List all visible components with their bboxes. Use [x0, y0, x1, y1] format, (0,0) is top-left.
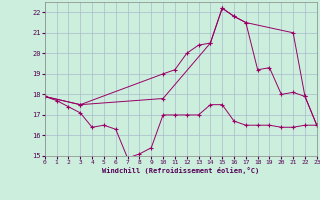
- X-axis label: Windchill (Refroidissement éolien,°C): Windchill (Refroidissement éolien,°C): [102, 167, 260, 174]
